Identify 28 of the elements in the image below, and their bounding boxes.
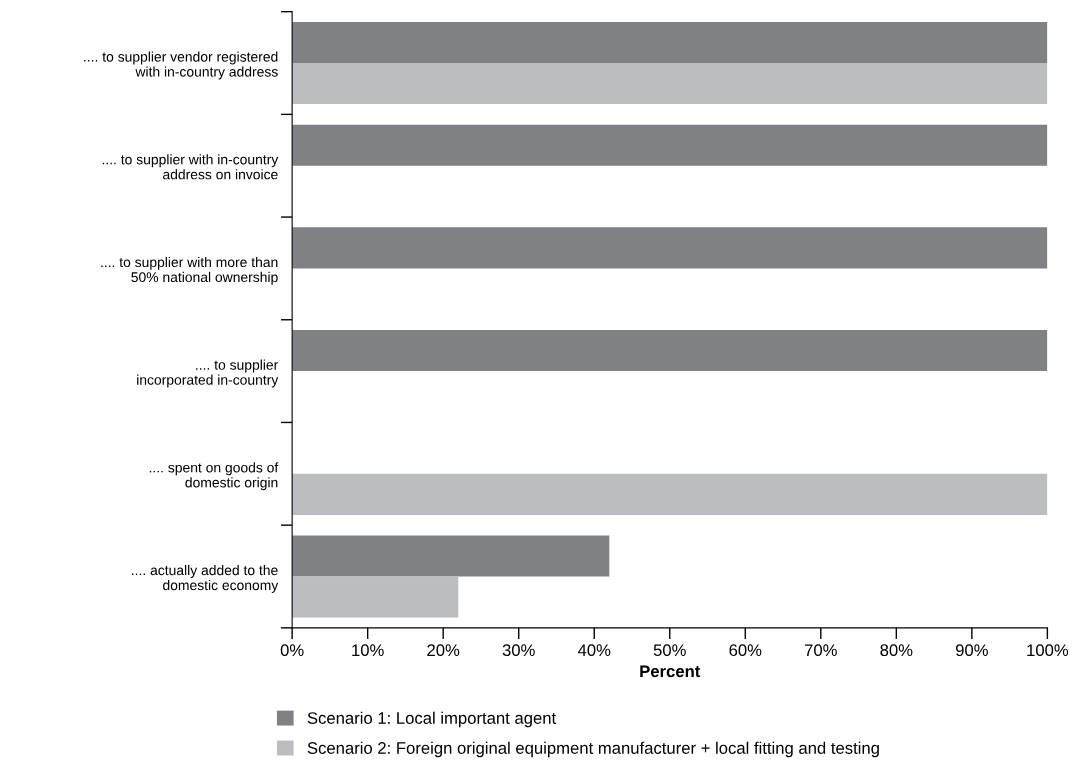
x-tick-label: 50% bbox=[653, 644, 686, 657]
bar bbox=[292, 330, 1048, 372]
bar bbox=[292, 473, 1048, 515]
x-tick-label: 100% bbox=[1027, 644, 1069, 657]
bar bbox=[292, 63, 1048, 105]
y-tick-label: .... to supplier with more than 50% national ownership bbox=[101, 256, 278, 285]
x-tick-label: 0% bbox=[280, 644, 304, 657]
bar bbox=[292, 576, 459, 618]
legend-label: Scenario 1: Local important agent bbox=[307, 711, 557, 728]
y-tick-label: .... spent on goods of domestic origin bbox=[149, 462, 279, 491]
bar bbox=[292, 227, 1048, 269]
bar bbox=[292, 535, 610, 577]
legend-label: Scenario 2: Foreign original equipment manufacturer + local fitting and testing bbox=[307, 741, 879, 758]
x-axis-title: Percent bbox=[640, 665, 701, 678]
x-tick-label: 90% bbox=[955, 644, 988, 657]
x-tick-label: 80% bbox=[880, 644, 913, 657]
x-tick-label: 60% bbox=[729, 644, 762, 657]
x-tick-label: 20% bbox=[427, 644, 460, 657]
y-tick-label: .... to supplier incorporated in-country bbox=[137, 359, 279, 388]
y-tick-label: .... to supplier vendor registered with in-country address bbox=[84, 51, 278, 80]
x-tick-label: 70% bbox=[804, 644, 837, 657]
x-tick-label: 40% bbox=[577, 644, 611, 657]
x-tick-label: 10% bbox=[352, 644, 384, 657]
y-tick-label: .... actually added to the domestic economy bbox=[132, 564, 279, 593]
x-tick-label: 30% bbox=[502, 644, 535, 657]
y-tick-label: .... to supplier with in-country address on invoice bbox=[102, 154, 279, 180]
bar bbox=[292, 21, 1048, 64]
bar bbox=[292, 124, 1048, 166]
